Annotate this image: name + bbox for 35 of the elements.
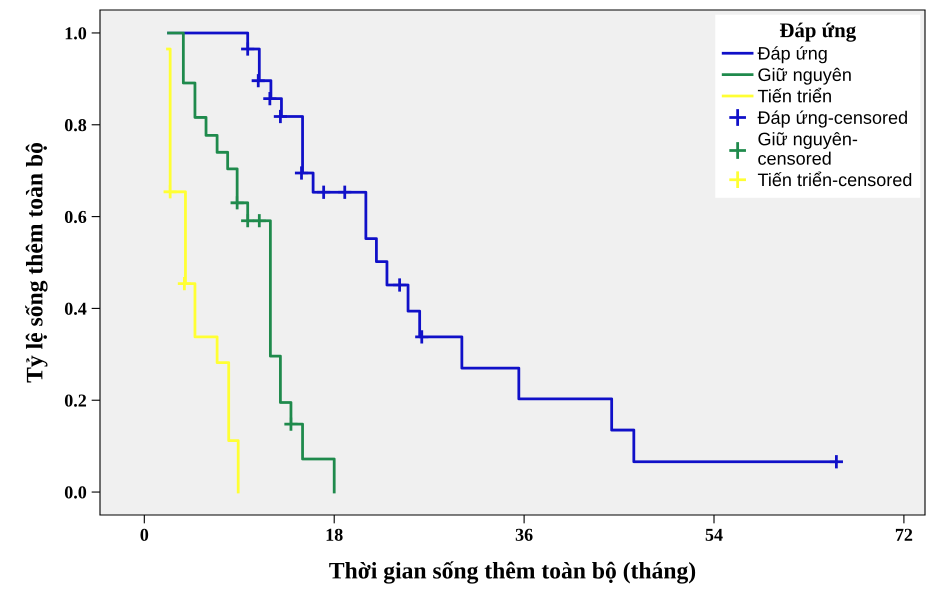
point	[250, 72, 266, 89]
y-tick-label: 1.0	[66, 27, 86, 40]
point	[414, 328, 430, 345]
point	[282, 416, 299, 432]
y-tick-label: 0.2	[64, 394, 86, 407]
y-tick-label: 0.8	[64, 119, 86, 132]
point	[316, 184, 332, 200]
legend-label: Tiến triển	[758, 88, 831, 102]
point	[392, 277, 408, 293]
point	[262, 90, 278, 107]
point	[272, 108, 288, 124]
y-tick-label: 0.4	[64, 302, 86, 315]
x-axis-title: Thời gian sống thêm toàn bộ (tháng)	[329, 561, 696, 584]
x-tick-label: 72	[896, 528, 912, 541]
point	[176, 276, 192, 292]
y-axis-title: Tỷ lệ sống thêm toàn bộ	[25, 143, 48, 382]
x-tick-label: 18	[326, 528, 343, 541]
x-tick-label: 36	[516, 528, 533, 541]
x-tick-label: 54	[706, 528, 723, 541]
y-tick-label: 0.6	[64, 210, 86, 224]
point	[828, 454, 844, 470]
point	[229, 194, 246, 211]
x-tick-label: 0	[140, 528, 148, 541]
legend-label: Đáp ứng	[758, 46, 827, 64]
legend-label: Đáp ứng-censored	[758, 110, 907, 128]
point	[251, 212, 268, 229]
legend-label: Tiến triển-censored	[758, 171, 912, 186]
legend-title: Đáp ứng	[780, 22, 856, 42]
point	[336, 184, 353, 200]
y-tick-label: 0.0	[64, 486, 86, 499]
point	[240, 41, 256, 57]
point	[294, 165, 310, 181]
point	[162, 184, 178, 200]
legend-label: Giữ nguyên- censored	[758, 132, 858, 165]
legend-label: Giữ nguyên	[758, 68, 851, 85]
